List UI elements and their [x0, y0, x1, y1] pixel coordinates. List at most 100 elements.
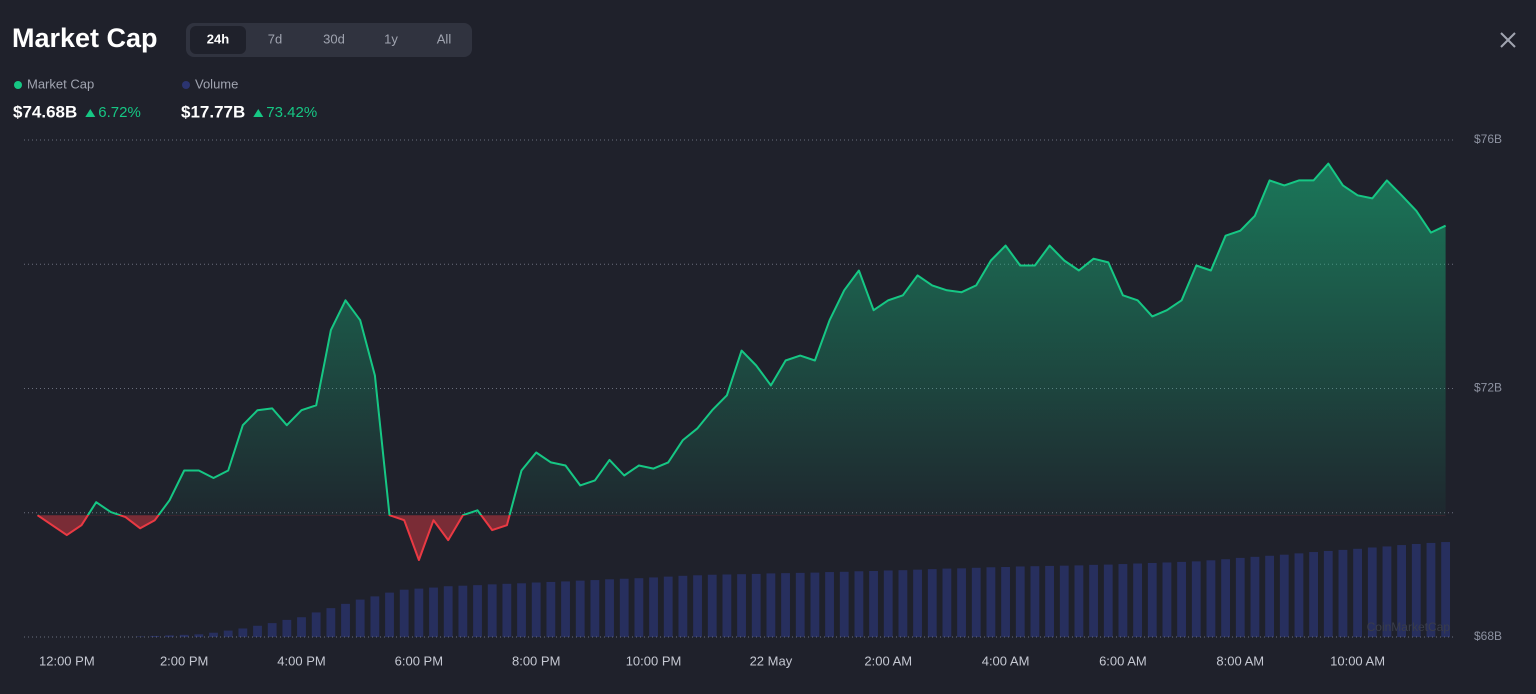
volume-bar — [795, 572, 805, 637]
volume-bar — [341, 603, 350, 637]
volume-bar — [1206, 560, 1216, 637]
volume-bar — [458, 585, 468, 637]
stat-value: $17.77B — [181, 102, 245, 121]
volume-bar — [678, 575, 688, 637]
y-tick-label: $68B — [1474, 629, 1502, 643]
volume-bar — [1089, 564, 1098, 637]
volume-bar — [429, 587, 438, 637]
volume-bar — [1309, 552, 1319, 637]
volume-bar — [1103, 564, 1113, 637]
volume-bar — [737, 574, 746, 637]
x-tick-label: 12:00 PM — [39, 653, 95, 668]
volume-bar — [1074, 565, 1084, 637]
volume-bar — [693, 575, 702, 637]
x-tick-label: 6:00 AM — [1099, 653, 1147, 668]
volume-bar — [1382, 546, 1392, 637]
tab-bar — [186, 23, 472, 57]
volume-bar — [854, 571, 864, 637]
volume-bar — [473, 585, 482, 637]
x-tick-label: 10:00 AM — [1330, 653, 1385, 668]
tab[interactable]: 30d — [323, 31, 345, 46]
x-tick-label: 4:00 AM — [982, 653, 1030, 668]
volume-bar — [223, 630, 233, 637]
x-tick-label: 2:00 PM — [160, 653, 208, 668]
volume-bar — [165, 635, 174, 637]
volume-bar — [1441, 542, 1451, 637]
legend-dot — [182, 81, 190, 89]
volume-bar — [619, 578, 629, 637]
volume-bar — [1353, 548, 1363, 637]
volume-bar — [1177, 561, 1186, 637]
volume-bar — [1191, 561, 1201, 637]
volume-bar — [326, 608, 336, 637]
title: Market Cap — [12, 23, 158, 53]
x-tick-label: 4:00 PM — [277, 653, 325, 668]
tab[interactable]: 24h — [207, 31, 229, 46]
volume-bar — [1147, 562, 1157, 637]
volume-bar — [971, 567, 981, 637]
area — [37, 163, 1446, 560]
volume-bar — [282, 619, 292, 637]
x-tick-label: 10:00 PM — [626, 653, 682, 668]
volume-bar — [605, 579, 614, 637]
volume-bar — [1367, 547, 1377, 637]
tab[interactable]: 1y — [384, 31, 398, 46]
legend-label: Volume — [195, 76, 238, 91]
volume-bar — [649, 577, 658, 637]
x-tick-label: 22 May — [750, 653, 793, 668]
volume-bar — [517, 583, 526, 637]
volume-bar — [590, 580, 600, 637]
volume-bar — [194, 634, 204, 637]
volume-bar — [1118, 564, 1128, 637]
stat-change: 73.42% — [266, 104, 317, 121]
volume-bar — [561, 581, 570, 637]
stat-value: $74.68B — [13, 102, 77, 121]
volume-bar — [487, 584, 497, 637]
volume-bar — [311, 612, 321, 637]
tab[interactable]: 7d — [268, 31, 282, 46]
volume-bar — [1338, 549, 1348, 637]
y-tick-label: $76B — [1474, 132, 1502, 146]
volume-bar — [1294, 553, 1304, 637]
volume-bar — [707, 574, 717, 637]
volume-bar — [1001, 566, 1010, 637]
volume-bar — [531, 582, 541, 637]
volume-bar — [443, 586, 453, 637]
x-tick-label: 6:00 PM — [395, 653, 443, 668]
close-button[interactable] — [1500, 32, 1516, 48]
volume-bar — [238, 628, 248, 637]
volume-bar — [414, 588, 424, 637]
x-tick-label: 2:00 AM — [864, 653, 912, 668]
volume-bar — [546, 581, 556, 637]
volume-bar — [370, 596, 380, 637]
line — [36, 162, 1447, 561]
legend-dot — [14, 81, 22, 89]
volume-bar — [634, 578, 644, 637]
volume-bar — [1426, 542, 1436, 637]
up-arrow — [253, 109, 264, 117]
volume-bar — [663, 576, 673, 637]
volume-bar — [927, 569, 937, 637]
volume-bar — [1323, 550, 1333, 637]
volume-bar — [1030, 566, 1040, 637]
tab[interactable]: All — [437, 31, 452, 46]
stat-change: 6.72% — [98, 104, 141, 121]
volume-bar — [1411, 544, 1421, 637]
volume-bar — [898, 570, 908, 637]
volume-bar — [869, 571, 878, 637]
volume-bar — [957, 568, 966, 637]
volume-bar — [825, 572, 834, 637]
volume-bar — [1279, 554, 1289, 637]
tab-active[interactable] — [190, 26, 246, 54]
volume-bar — [1015, 566, 1025, 637]
volume-bar — [1250, 556, 1260, 637]
volume-bar — [399, 589, 409, 637]
volume-bar — [385, 592, 394, 637]
volume-bar — [179, 634, 189, 637]
y-tick-label: $72B — [1474, 381, 1502, 395]
volume-bar — [575, 580, 585, 637]
volume-bar — [1045, 565, 1054, 637]
volume-bar — [297, 617, 306, 637]
volume-bar — [942, 568, 952, 637]
